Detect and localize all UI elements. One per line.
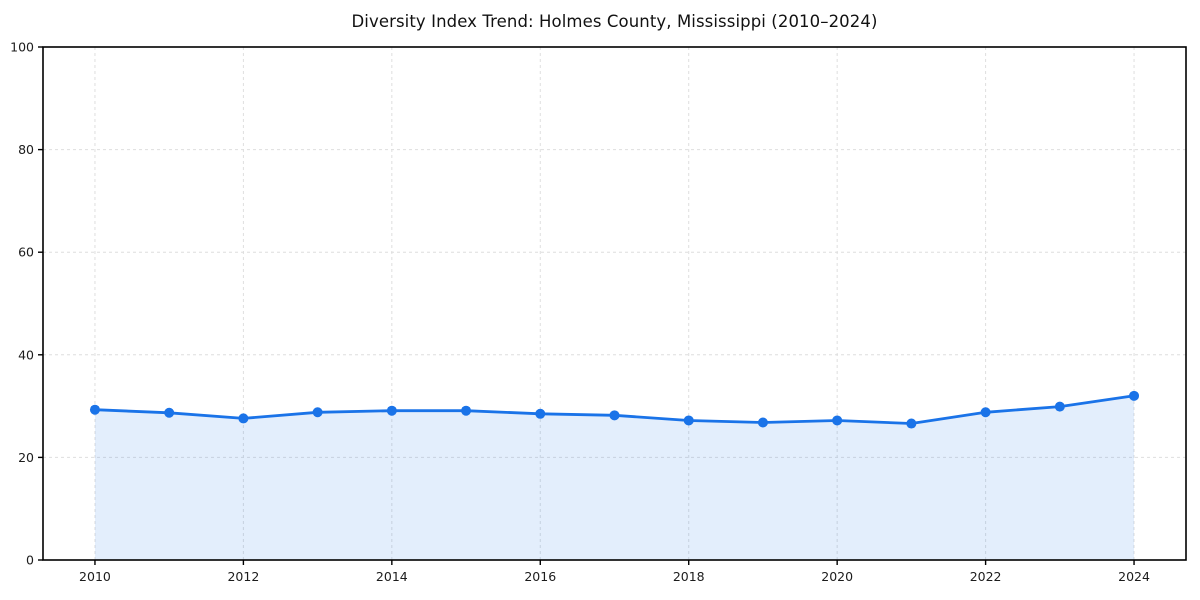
x-tick-label: 2020 <box>821 569 853 584</box>
data-point <box>980 407 991 418</box>
data-point <box>757 417 768 428</box>
x-tick-label: 2018 <box>673 569 705 584</box>
y-tick-label: 20 <box>18 450 34 465</box>
data-point <box>312 407 323 418</box>
data-point <box>164 407 175 418</box>
y-tick-label: 80 <box>18 142 34 157</box>
x-tick-label: 2012 <box>227 569 259 584</box>
data-point <box>609 410 620 421</box>
x-tick-label: 2016 <box>524 569 556 584</box>
y-tick-label: 100 <box>10 40 34 55</box>
x-tick-label: 2010 <box>79 569 111 584</box>
data-point <box>906 418 917 429</box>
data-point <box>535 408 546 419</box>
x-tick-label: 2022 <box>970 569 1002 584</box>
data-point <box>461 405 472 416</box>
data-point <box>89 404 100 415</box>
data-point <box>386 405 397 416</box>
area-fill <box>95 395 1134 560</box>
y-tick-label: 60 <box>18 245 34 260</box>
y-tick-label: 40 <box>18 347 34 362</box>
x-tick-label: 2024 <box>1118 569 1150 584</box>
data-point <box>1129 390 1140 401</box>
y-tick-label: 0 <box>26 553 34 568</box>
data-point <box>238 413 249 424</box>
plot-border <box>42 46 1187 561</box>
data-point <box>683 415 694 426</box>
x-tick-label: 2014 <box>376 569 408 584</box>
data-point <box>832 415 843 426</box>
data-point <box>1054 401 1065 412</box>
chart-title: Diversity Index Trend: Holmes County, Mi… <box>351 12 878 31</box>
